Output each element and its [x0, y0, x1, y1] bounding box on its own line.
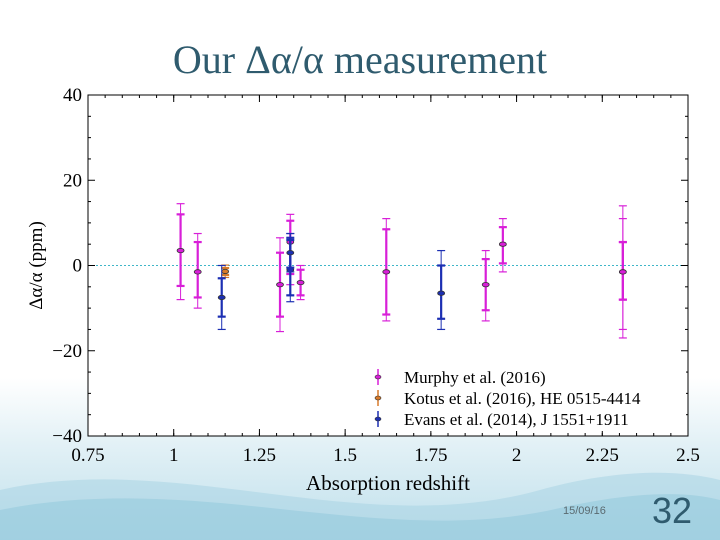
legend-label: Murphy et al. (2016) — [404, 368, 546, 387]
page-number: 32 — [652, 490, 693, 531]
x-tick-label: 0.75 — [71, 445, 104, 466]
x-tick-label: 2.25 — [586, 445, 619, 466]
legend-swatch-marker — [374, 395, 382, 401]
legend-swatch-marker — [374, 374, 382, 380]
data-point — [437, 290, 446, 296]
x-tick-label: 1.5 — [333, 445, 357, 466]
data-point — [221, 268, 230, 275]
data-point — [498, 241, 507, 247]
y-axis-label: Δα/α (ppm) — [26, 221, 47, 310]
legend-label: Evans et al. (2014), J 1551+1911 — [404, 410, 629, 429]
y-tick-label: −40 — [52, 426, 82, 447]
y-tick-label: 20 — [63, 170, 82, 191]
legend-swatch-marker — [374, 416, 382, 422]
x-tick-label: 1.25 — [243, 445, 276, 466]
data-point — [382, 269, 391, 275]
y-tick-label: 40 — [63, 85, 82, 106]
data-point — [176, 247, 185, 254]
slide-title: Our Δα/α measurement — [172, 37, 548, 82]
y-tick-label: −20 — [52, 341, 82, 362]
x-tick-label: 1.75 — [414, 445, 447, 466]
data-point — [286, 250, 295, 256]
x-tick-label: 1 — [169, 445, 179, 466]
data-point — [276, 282, 284, 288]
data-point — [193, 269, 202, 275]
data-point — [481, 282, 490, 288]
x-tick-label: 2.5 — [676, 445, 700, 466]
legend-label: Kotus et al. (2016), HE 0515-4414 — [404, 389, 641, 408]
legend-box — [362, 361, 686, 431]
data-point — [217, 294, 226, 301]
y-tick-label: 0 — [73, 256, 83, 277]
x-axis-label: Absorption redshift — [306, 471, 470, 495]
footer-date: 15/09/16 — [563, 505, 606, 517]
data-point — [296, 279, 305, 286]
data-point — [618, 269, 627, 275]
x-tick-label: 2 — [512, 445, 522, 466]
background-wave — [0, 472, 720, 540]
